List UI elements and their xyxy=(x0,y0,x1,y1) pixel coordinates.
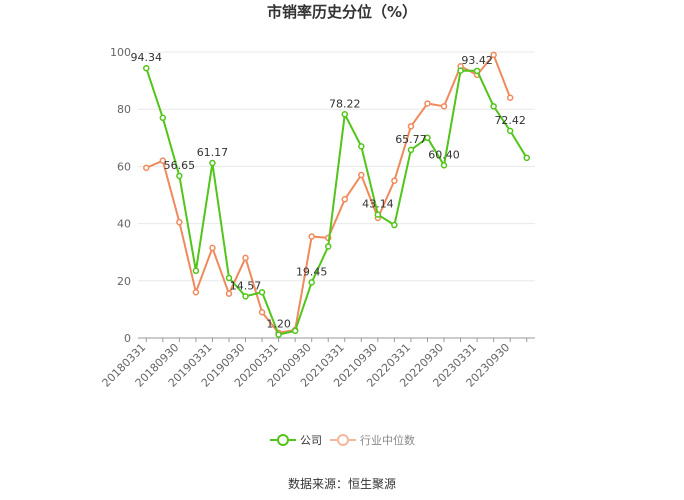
data-point xyxy=(225,274,233,282)
data-label: 93.42 xyxy=(461,54,493,67)
series-lines xyxy=(143,51,530,338)
data-label: 60.40 xyxy=(428,148,460,161)
data-point xyxy=(275,331,282,338)
data-point xyxy=(490,51,497,59)
data-point xyxy=(358,171,365,179)
data-source: 数据来源：恒生聚源 xyxy=(288,476,396,491)
data-point xyxy=(225,290,233,297)
data-point xyxy=(176,172,183,180)
data-point xyxy=(258,309,266,316)
data-label: 1.20 xyxy=(266,318,291,331)
data-point xyxy=(391,221,398,229)
y-tick-label: 40 xyxy=(117,218,131,231)
data-point xyxy=(308,279,315,286)
data-point xyxy=(242,254,249,262)
data-point xyxy=(159,157,167,164)
data-point xyxy=(341,111,349,118)
y-tick-label: 100 xyxy=(110,46,131,59)
data-point xyxy=(324,243,332,250)
data-point xyxy=(341,196,349,203)
data-point xyxy=(192,267,200,275)
data-label: 72.42 xyxy=(494,114,526,127)
data-point xyxy=(391,177,398,184)
data-point xyxy=(523,154,530,162)
legend-marker-icon xyxy=(277,434,289,446)
chart-title: 市销率历史分位（%） xyxy=(267,3,417,21)
data-point xyxy=(440,103,448,110)
y-tick-label: 60 xyxy=(117,160,131,173)
data-point xyxy=(424,100,431,107)
data-label: 14.57 xyxy=(230,279,262,292)
data-point xyxy=(176,218,183,226)
data-point xyxy=(457,67,464,74)
data-point xyxy=(192,288,200,296)
axes: 0204060801002018033120180930201903312019… xyxy=(100,46,535,390)
data-point xyxy=(258,288,266,296)
legend-label-industry-median: 行业中位数 xyxy=(360,433,415,447)
data-point xyxy=(143,164,150,172)
data-point xyxy=(506,94,514,102)
data-point xyxy=(159,114,167,122)
legend-item-company[interactable]: 公司 xyxy=(270,434,322,447)
legend[interactable]: 公司 行业中位数 xyxy=(270,433,415,447)
data-point xyxy=(209,159,216,167)
data-point xyxy=(407,123,415,130)
legend-label-company: 公司 xyxy=(300,434,322,447)
data-point xyxy=(473,67,481,75)
data-label: 78.22 xyxy=(329,97,361,110)
data-label: 56.65 xyxy=(164,159,196,172)
data-point xyxy=(209,244,216,252)
data-point xyxy=(506,127,514,135)
legend-marker-icon xyxy=(337,434,349,446)
data-label: 61.17 xyxy=(197,146,229,159)
data-label: 19.45 xyxy=(296,265,328,278)
y-tick-label: 80 xyxy=(117,103,131,116)
data-point xyxy=(308,233,315,240)
data-label: 65.77 xyxy=(395,133,427,146)
data-point xyxy=(143,64,150,72)
data-point xyxy=(490,103,497,110)
y-tick-label: 0 xyxy=(124,332,131,345)
y-tick-label: 20 xyxy=(117,275,131,288)
data-point xyxy=(358,143,365,150)
data-point xyxy=(407,146,415,154)
data-point xyxy=(440,162,448,169)
data-label: 43.14 xyxy=(362,198,394,211)
data-point xyxy=(291,327,299,335)
legend-item-industry-median[interactable]: 行业中位数 xyxy=(330,433,415,447)
data-point xyxy=(242,293,249,300)
data-point xyxy=(374,211,382,218)
data-label: 94.34 xyxy=(131,51,163,64)
data-point xyxy=(424,134,431,142)
grid xyxy=(138,51,535,282)
